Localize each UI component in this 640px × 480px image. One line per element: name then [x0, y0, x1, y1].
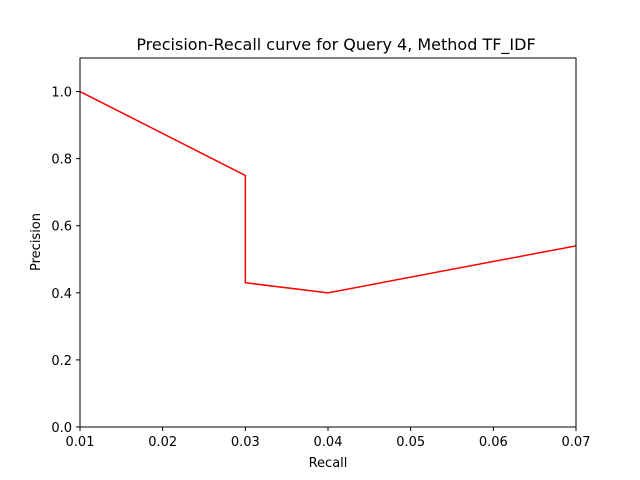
x-tick-label: 0.06	[479, 435, 508, 450]
y-tick-label: 0.0	[51, 421, 72, 436]
x-axis-ticks: 0.01 0.02 0.03 0.04 0.05 0.06 0.07	[66, 427, 591, 450]
x-axis-label: Recall	[309, 456, 348, 471]
x-tick-label: 0.04	[314, 435, 343, 450]
plot-area	[79, 90, 577, 294]
x-tick-label: 0.05	[396, 435, 425, 450]
y-axis-ticks: 0.0 0.2 0.4 0.6 0.8 1.0	[51, 86, 80, 436]
y-tick-label: 0.2	[51, 354, 72, 369]
y-tick-label: 0.6	[51, 220, 72, 235]
y-tick-label: 0.8	[51, 153, 72, 168]
plot-frame	[79, 57, 577, 428]
x-tick-label: 0.02	[148, 435, 177, 450]
x-tick-label: 0.03	[231, 435, 260, 450]
x-tick-label: 0.07	[562, 435, 591, 450]
y-axis-label: Precision	[29, 213, 44, 271]
y-tick-label: 0.4	[51, 287, 72, 302]
chart-title: Precision-Recall curve for Query 4, Meth…	[136, 35, 535, 55]
pr-curve-line	[79, 90, 577, 294]
x-tick-label: 0.01	[66, 435, 95, 450]
y-tick-label: 1.0	[51, 86, 72, 101]
